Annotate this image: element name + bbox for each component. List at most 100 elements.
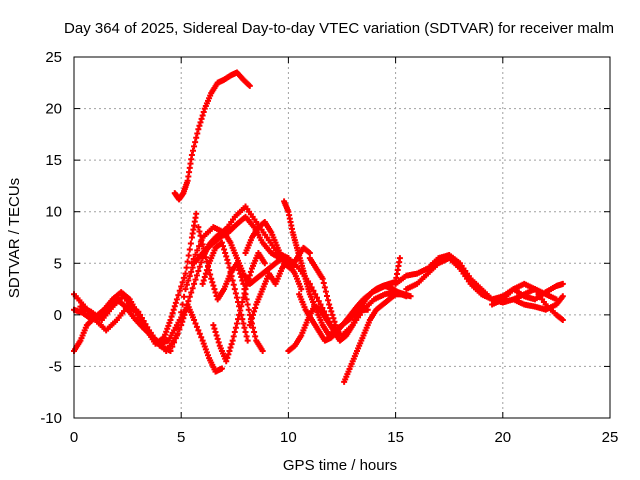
data-point [231, 286, 238, 293]
data-point [198, 259, 205, 266]
x-tick-label: 5 [177, 429, 185, 446]
data-point [243, 333, 250, 340]
data-point [407, 293, 414, 300]
data-point [224, 256, 231, 263]
data-point [229, 337, 236, 344]
data-point [188, 151, 195, 158]
data-point [199, 112, 206, 119]
x-tick-label: 10 [280, 429, 297, 446]
data-point [181, 274, 188, 281]
data-point [251, 329, 258, 336]
data-point [188, 289, 195, 296]
data-point [322, 288, 329, 295]
y-tick-label: 25 [45, 49, 62, 66]
x-tick-label: 0 [70, 429, 78, 446]
data-point [226, 347, 233, 354]
data-point [559, 317, 566, 324]
series-arc-12 [246, 255, 292, 329]
data-point [186, 273, 193, 280]
data-point [236, 311, 243, 318]
data-point [190, 255, 197, 262]
data-point [211, 286, 218, 293]
y-tick-label: 20 [45, 101, 62, 118]
data-point [196, 228, 203, 235]
data-point [189, 147, 196, 154]
data-point [205, 262, 211, 269]
data-point [325, 297, 332, 304]
data-point [323, 292, 330, 299]
data-point [196, 122, 203, 129]
data-point [179, 279, 186, 286]
data-point [231, 329, 238, 336]
data-point [241, 286, 248, 293]
data-point [261, 260, 268, 267]
data-point [168, 313, 175, 320]
data-point [285, 255, 292, 262]
data-point [224, 354, 231, 361]
data-point [399, 291, 406, 298]
data-point [193, 323, 200, 330]
data-point [182, 286, 189, 293]
data-point [196, 263, 203, 270]
data-point [259, 347, 266, 354]
x-tick-label: 20 [494, 429, 511, 446]
series-arc-1 [71, 210, 200, 354]
data-point [178, 283, 185, 290]
data-point [184, 258, 191, 265]
data-point [214, 335, 221, 342]
data-point [191, 280, 198, 287]
data-point [230, 281, 237, 288]
data-point [312, 291, 319, 298]
data-point [201, 274, 208, 281]
data-point [225, 351, 232, 358]
data-point [196, 243, 203, 250]
data-point [208, 275, 215, 282]
data-point [180, 315, 187, 322]
series-arc-6 [188, 203, 410, 339]
data-point [247, 318, 254, 325]
data-point [238, 274, 245, 281]
data-point [218, 239, 225, 246]
data-point [364, 306, 371, 313]
data-point [194, 130, 201, 137]
data-point [194, 247, 201, 254]
data-point [244, 279, 251, 286]
data-point [317, 301, 324, 308]
data-point [192, 139, 199, 146]
data-point [320, 280, 327, 287]
data-point [228, 341, 235, 348]
data-point [192, 320, 199, 327]
data-point [331, 318, 338, 325]
data-point [185, 252, 192, 259]
y-tick-label: -5 [49, 358, 62, 375]
y-tick-label: 0 [54, 307, 62, 324]
data-point [167, 317, 174, 324]
data-point [328, 308, 335, 315]
series-arc-9 [210, 249, 268, 365]
data-point [183, 264, 190, 271]
data-point [191, 143, 198, 150]
data-point [176, 287, 183, 294]
data-point [313, 294, 320, 301]
data-point [326, 301, 333, 308]
data-point [193, 210, 200, 217]
series-arc-2 [71, 224, 232, 347]
data-point [252, 304, 259, 311]
data-point [332, 322, 339, 329]
data-point [195, 224, 202, 231]
data-point [210, 322, 217, 329]
y-tick-labels: -10 -5 0 5 10 15 20 25 [40, 49, 62, 427]
data-point [237, 270, 244, 277]
data-point [233, 294, 240, 301]
data-point [212, 329, 219, 336]
data-point [198, 237, 205, 244]
data-point [170, 306, 177, 313]
data-point [227, 344, 234, 351]
data-point [215, 339, 222, 346]
data-point [239, 277, 246, 284]
data-point [193, 272, 200, 279]
data-point [243, 296, 250, 303]
data-point [298, 286, 305, 293]
data-point [252, 333, 259, 340]
